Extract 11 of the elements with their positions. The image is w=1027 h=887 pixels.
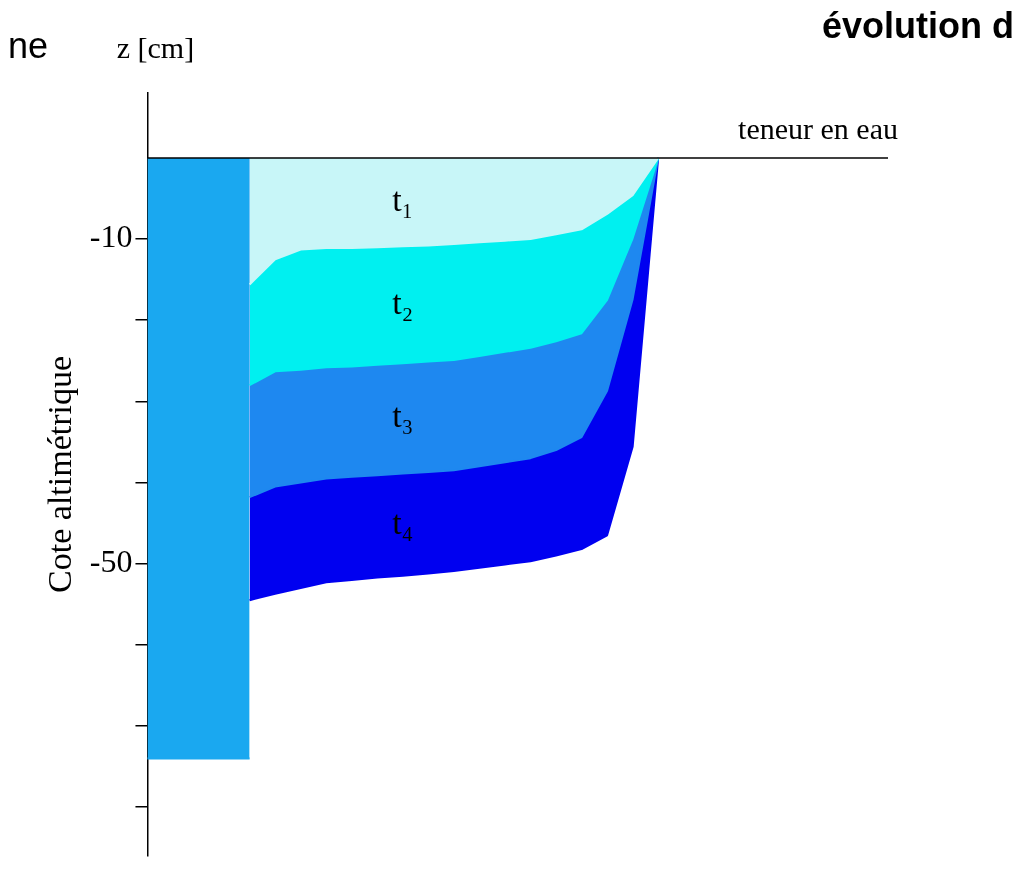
x-axis-title: teneur en eau: [738, 111, 898, 145]
y-tick-label: -10: [89, 218, 133, 255]
series-label: t₁: [392, 181, 414, 219]
text: z [cm]: [116, 30, 195, 64]
series-label: t₄: [392, 503, 414, 541]
y-axis-title: Cote altimétrique: [41, 355, 79, 593]
text: ne: [8, 24, 49, 66]
series-label: t₂: [392, 283, 414, 321]
y-tick-label: -50: [89, 543, 133, 580]
text: évolution d: [822, 4, 1014, 46]
series-label: t₃: [392, 397, 414, 435]
